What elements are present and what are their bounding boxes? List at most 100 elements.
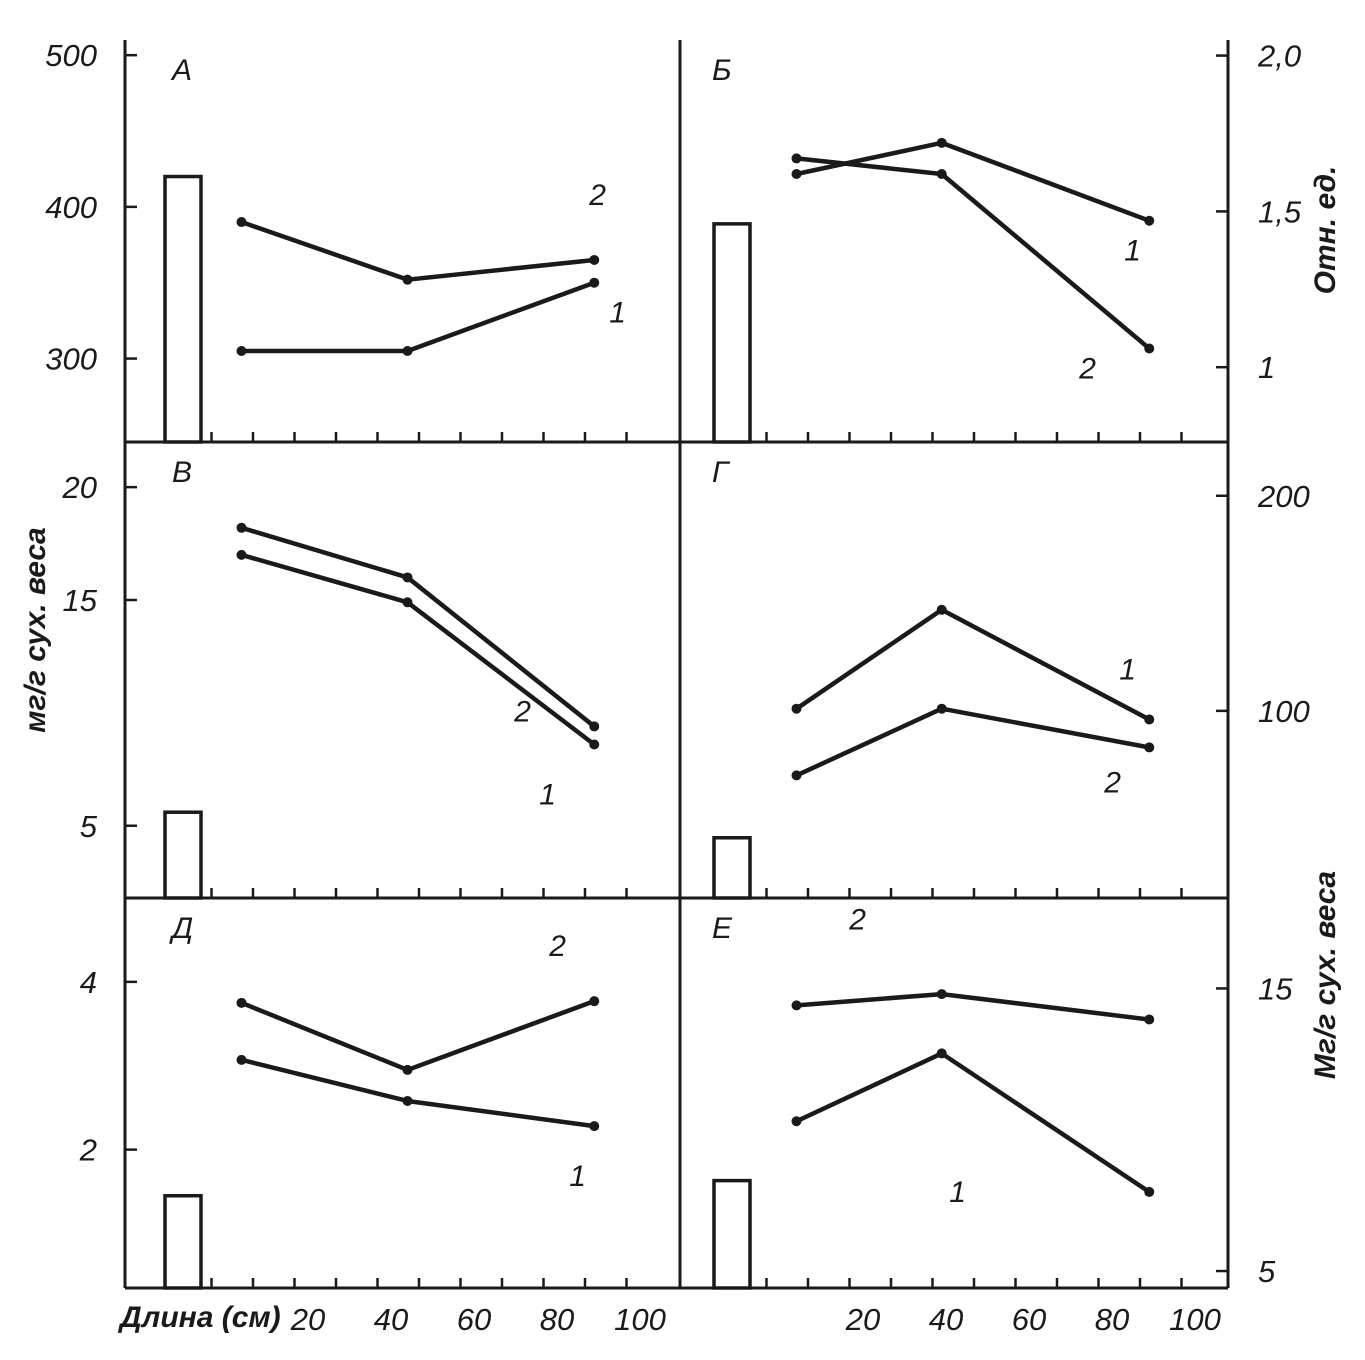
- series-point: [936, 169, 947, 179]
- series-line: [796, 156, 1151, 351]
- reference-bar: [712, 1178, 752, 1290]
- series-line: [240, 1057, 595, 1129]
- panel-label: А: [170, 54, 192, 87]
- panel-label: Г: [712, 456, 731, 489]
- right-axis-title-bottom: Мг/г сух. веса: [1309, 871, 1342, 1079]
- y-tick-label: 2: [79, 1133, 97, 1168]
- series-point: [589, 277, 600, 288]
- y-tick-label: 4: [80, 965, 97, 1000]
- y-tick-label: 400: [45, 190, 97, 225]
- panel-label: Д: [169, 912, 193, 945]
- series-point: [236, 549, 247, 560]
- series-line: [240, 999, 596, 1073]
- reference-bar: [712, 836, 752, 900]
- series-line: [240, 525, 596, 729]
- x-tick-label: 20: [290, 1302, 325, 1337]
- series-point: [402, 1064, 413, 1075]
- y-tick-label: 500: [45, 38, 97, 73]
- series-point: [589, 996, 600, 1007]
- chart-panel: В 5 15 20 1 2: [62, 456, 628, 900]
- y-tick-label: 100: [1258, 694, 1310, 729]
- series-point: [236, 217, 247, 228]
- left-axis-title: мг/г сух. веса: [19, 527, 52, 732]
- y-tick-label: 5: [80, 809, 98, 844]
- reference-bar: [163, 174, 203, 444]
- chart-panel: Г 100 200 1 2: [712, 456, 1310, 900]
- x-tick-label: 60: [1012, 1302, 1046, 1337]
- series-label: 2: [548, 930, 566, 963]
- series-point: [1144, 215, 1155, 226]
- series-label: 2: [1078, 353, 1096, 386]
- series-point: [791, 1000, 802, 1011]
- series-point: [402, 572, 413, 583]
- series-label: 1: [949, 1176, 966, 1209]
- reference-bar: [163, 1193, 203, 1290]
- series-point: [1144, 742, 1155, 753]
- reference-bar: [712, 222, 752, 444]
- y-tick-label: 20: [62, 470, 97, 505]
- y-tick-label: 200: [1257, 479, 1310, 514]
- series-label: 2: [1103, 766, 1121, 799]
- series-point: [236, 997, 247, 1008]
- chart-panel: Д 2 4 1 2: [79, 912, 628, 1290]
- x-tick-label: 20: [845, 1302, 880, 1337]
- chart-panels: А30040050012Б11,52,012В5152012Г10020012Д…: [45, 38, 1310, 1290]
- series-point: [236, 1054, 247, 1065]
- series-label: 2: [588, 179, 606, 212]
- series-point: [791, 1116, 802, 1127]
- series-label: 2: [848, 904, 866, 937]
- series-label: 2: [513, 695, 531, 728]
- x-tick-label: 40: [929, 1302, 963, 1337]
- chart-panel: Е 5 15 1 2: [712, 904, 1293, 1290]
- series-point: [936, 604, 947, 615]
- series-point: [402, 1095, 413, 1106]
- series-point: [589, 721, 600, 732]
- y-tick-label: 1,5: [1258, 194, 1302, 229]
- series-point: [936, 1048, 947, 1059]
- series-point: [589, 1121, 600, 1132]
- panel-label: В: [172, 456, 192, 489]
- y-tick-label: 300: [45, 342, 97, 377]
- series-point: [1144, 343, 1155, 354]
- y-tick-label: 15: [1258, 971, 1293, 1006]
- series-point: [1144, 714, 1155, 725]
- figure-frame: 20 40 60 80 100 20 40 60 80 100: [123, 40, 1230, 1337]
- series-point: [936, 989, 947, 1000]
- x-tick-label: 100: [1169, 1302, 1221, 1337]
- series-label: 1: [609, 297, 626, 330]
- series-point: [589, 254, 600, 265]
- panel-label: Б: [712, 54, 732, 87]
- series-label: 1: [569, 1160, 586, 1193]
- series-point: [791, 169, 802, 179]
- series-line: [240, 219, 595, 282]
- x-tick-label: 40: [374, 1302, 408, 1337]
- x-tick-label: 80: [1095, 1302, 1129, 1337]
- y-tick-label: 1: [1258, 350, 1275, 385]
- series-point: [589, 739, 600, 750]
- series-label: 1: [1119, 653, 1136, 686]
- series-point: [236, 345, 247, 356]
- series-line: [241, 280, 596, 354]
- panel-label: Е: [712, 912, 733, 945]
- series-point: [1144, 1014, 1155, 1025]
- series-point: [791, 153, 802, 164]
- series-label: 1: [539, 778, 556, 811]
- series-point: [402, 345, 413, 356]
- x-tick-label: 100: [614, 1302, 666, 1337]
- series-point: [1144, 1186, 1155, 1197]
- series-line: [795, 1051, 1151, 1194]
- series-line: [796, 140, 1151, 223]
- chart-panel: А 300 400 500 1 2: [45, 38, 628, 444]
- x-tick-label: 80: [540, 1302, 574, 1337]
- series-line: [795, 607, 1151, 722]
- series-point: [402, 274, 413, 285]
- series-line: [795, 706, 1150, 778]
- chart-panel: Б 1 1,5 2,0 1 2: [712, 39, 1302, 444]
- reference-bar: [163, 810, 203, 900]
- series-point: [791, 703, 802, 714]
- series-point: [936, 703, 947, 714]
- right-axis-title-top: Отн. ед.: [1309, 166, 1342, 295]
- series-point: [791, 770, 802, 781]
- x-axis-title: Длина (см): [117, 1301, 281, 1334]
